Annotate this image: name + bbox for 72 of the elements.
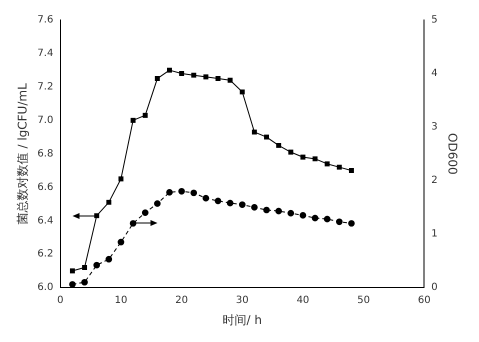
point xyxy=(336,164,342,170)
point xyxy=(238,201,246,208)
point xyxy=(191,72,196,78)
point xyxy=(154,200,161,207)
point xyxy=(118,238,124,246)
point xyxy=(324,161,330,166)
point xyxy=(70,268,75,274)
point xyxy=(94,213,100,218)
point xyxy=(93,262,100,268)
point xyxy=(228,78,233,83)
y2-tick-label: 3 xyxy=(431,122,438,133)
point xyxy=(240,89,245,94)
y-tick-label: 7.4 xyxy=(37,48,54,60)
point xyxy=(275,208,282,214)
y-tick-label: 6.2 xyxy=(37,248,54,260)
point xyxy=(348,220,355,227)
point xyxy=(300,154,306,160)
point xyxy=(69,281,76,288)
point xyxy=(167,68,172,73)
y2-axis-title: OD600 xyxy=(446,133,460,175)
x-tick-label: 60 xyxy=(418,295,431,306)
y-tick-label: 7.0 xyxy=(37,114,54,126)
point xyxy=(336,218,343,226)
x-tick-label: 0 xyxy=(57,295,64,306)
y-tick-label: 6.6 xyxy=(37,182,54,193)
point xyxy=(300,212,306,219)
y-tick-label: 6.4 xyxy=(37,215,54,226)
point xyxy=(142,112,148,118)
x-tick-label: 50 xyxy=(357,295,370,306)
point xyxy=(252,130,257,135)
point xyxy=(348,168,354,174)
point xyxy=(81,278,88,286)
y-tick-label: 6.0 xyxy=(37,282,54,294)
point xyxy=(288,150,294,155)
point xyxy=(251,204,258,211)
point xyxy=(106,256,112,263)
point xyxy=(312,214,318,222)
point xyxy=(214,198,222,204)
y2-tick-label: 0 xyxy=(431,282,438,294)
point xyxy=(276,142,282,148)
point xyxy=(312,156,318,162)
y2-tick-label: 4 xyxy=(431,68,438,80)
x-axis-title: 时间/ h xyxy=(222,312,262,327)
y-axis-title: 菌总数对数值 / lgCFU/mL xyxy=(15,82,30,224)
y2-tick-label: 1 xyxy=(431,228,438,240)
point xyxy=(287,210,294,217)
x-tick-label: 20 xyxy=(175,295,188,306)
point xyxy=(263,206,270,214)
point xyxy=(264,134,270,140)
point xyxy=(82,265,88,270)
x-tick-label: 40 xyxy=(296,295,310,306)
point xyxy=(202,194,210,202)
point xyxy=(166,189,173,196)
y-tick-label: 7.2 xyxy=(37,81,54,92)
point xyxy=(203,74,208,80)
x-tick-label: 30 xyxy=(236,295,249,306)
y-tick-label: 7.6 xyxy=(37,14,54,26)
point xyxy=(226,200,234,206)
point xyxy=(216,76,220,82)
point xyxy=(142,209,149,216)
point xyxy=(106,200,112,205)
point xyxy=(154,76,160,82)
point xyxy=(178,188,185,195)
y-tick-label: 6.8 xyxy=(37,148,54,160)
y2-tick-label: 2 xyxy=(431,175,438,186)
point xyxy=(130,118,136,123)
point xyxy=(190,190,198,196)
point xyxy=(324,216,330,222)
point xyxy=(118,176,124,182)
y2-tick-label: 5 xyxy=(431,14,438,26)
x-tick-label: 10 xyxy=(114,295,128,306)
point xyxy=(179,71,184,76)
